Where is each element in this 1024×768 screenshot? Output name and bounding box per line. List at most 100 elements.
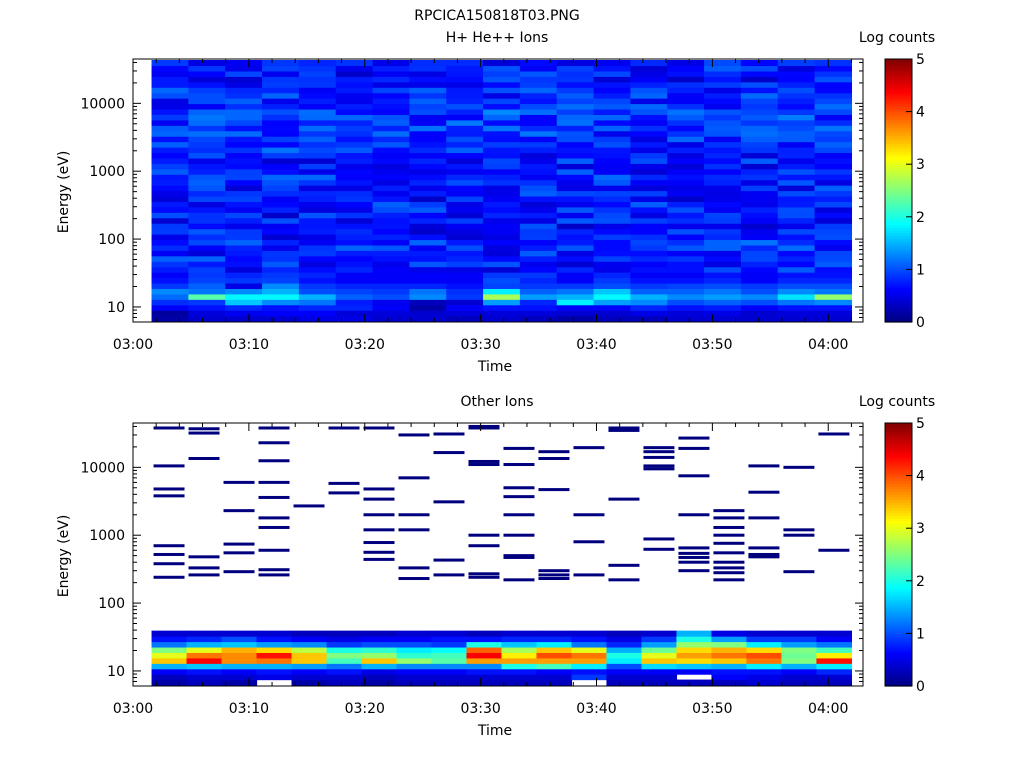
spectrogram-cell [256,636,293,643]
colorbar-segment [885,264,912,268]
spectrogram-cell [151,641,188,648]
bottom-y-axis-label: Energy (eV) [56,515,72,598]
colorbar-segment [885,672,912,677]
spectrogram-cell [519,293,558,300]
spectrogram-cell [225,223,263,230]
colorbar-segment [885,256,912,260]
sparse-count-mark [398,476,430,480]
spectrogram-cell [483,272,521,279]
spectrogram-cell [777,310,816,317]
spectrogram-cell [536,657,573,664]
colorbar-segment [885,172,912,176]
spectrogram-cell [446,234,484,241]
spectrogram-cell [519,272,558,279]
spectrogram-cell [446,179,484,186]
spectrogram-cell [372,261,410,268]
spectrogram-cell [446,315,484,322]
sparse-count-mark [468,424,500,428]
colorbar-segment [885,169,912,173]
spectrogram-cell [593,239,631,246]
spectrogram-cell [446,250,484,257]
spectrogram-cell [536,646,573,653]
spectrogram-cell [676,636,713,643]
spectrogram-cell [262,228,300,235]
spectrogram-cell [298,125,337,132]
spectrogram-cell [667,141,705,148]
colorbar-segment [885,127,912,131]
spectrogram-cell [256,657,293,664]
sparse-count-mark [363,550,395,554]
spectrogram-cell [188,293,226,300]
sparse-count-mark [678,555,710,559]
spectrogram-cell [536,663,573,670]
spectrogram-cell [221,646,258,653]
spectrogram-cell [151,674,188,681]
colorbar-segment [885,593,912,598]
spectrogram-cell [711,657,748,664]
spectrogram-cell [483,185,521,192]
spectrogram-cell [225,190,263,197]
spectrogram-cell [151,152,189,159]
spectrogram-cell [519,277,558,284]
spectrogram-cell [335,206,374,213]
spectrogram-cell [298,114,337,121]
spectrogram-cell [740,223,779,230]
spectrogram-cell [372,87,410,94]
spectrogram-cell [188,119,226,126]
spectrogram-cell [667,234,705,241]
spectrogram-cell [372,157,410,164]
spectrogram-cell [704,60,742,67]
sparse-count-mark [748,552,780,556]
spectrogram-cell [676,668,713,675]
spectrogram-cell [335,190,374,197]
spectrogram-cell [335,179,374,186]
spectrogram-cell [556,92,595,99]
spectrogram-cell [335,212,374,219]
colorbar-segment [885,541,912,545]
spectrogram-cell [501,652,538,659]
spectrogram-cell [298,315,337,322]
colorbar-segment [885,522,912,527]
colorbar-segment [885,90,912,94]
spectrogram-cell [746,657,783,664]
spectrogram-cell [431,674,468,681]
spectrogram-cell [740,239,779,246]
spectrogram-cell [262,168,300,175]
spectrogram-cell [483,130,521,137]
spectrogram-cell [667,282,705,289]
spectrogram-cell [667,228,705,235]
colorbar-segment [885,436,912,440]
spectrogram-cell [814,152,853,159]
sparse-count-mark [153,487,185,491]
sparse-count-mark [153,544,185,548]
spectrogram-cell [704,282,742,289]
spectrogram-cell [291,663,328,670]
spectrogram-cell [151,87,189,94]
spectrogram-cell [409,136,447,143]
colorbar-segment [885,683,912,687]
spectrogram-cell [225,163,263,170]
spectrogram-cell [519,315,558,322]
spectrogram-cell [676,646,713,653]
spectrogram-column [740,60,779,322]
sparse-count-mark [713,571,745,575]
spectrogram-cell [711,663,748,670]
spectrogram-cell [740,136,779,143]
sparse-count-mark [678,513,710,517]
sparse-count-mark [433,500,465,504]
spectrogram-cell [335,81,374,88]
spectrogram-cell [814,288,853,295]
spectrogram-cell [483,293,521,300]
sparse-count-mark [258,516,290,520]
spectrogram-cell [221,641,258,648]
spectrogram-cell [740,310,779,317]
spectrogram-cell [262,92,300,99]
spectrogram-cell [446,255,484,262]
colorbar-segment [885,601,912,606]
spectrogram-cell [262,98,300,105]
spectrogram-cell [704,81,742,88]
spectrogram-cell [519,108,558,115]
colorbar-segment [885,319,912,323]
spectrogram-cell [151,282,189,289]
